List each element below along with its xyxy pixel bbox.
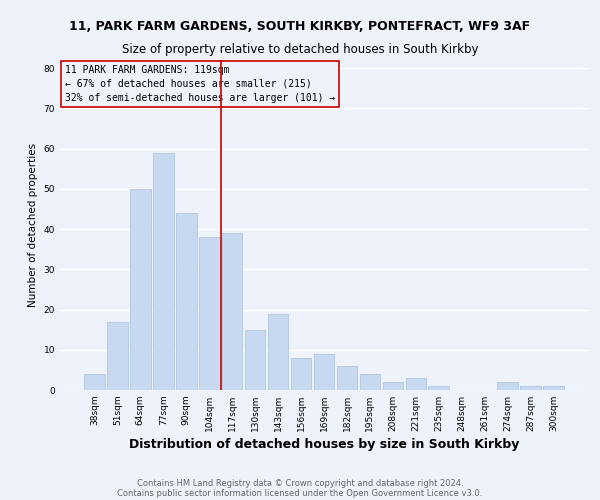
Bar xyxy=(199,237,220,390)
Text: Contains HM Land Registry data © Crown copyright and database right 2024.: Contains HM Land Registry data © Crown c… xyxy=(137,478,463,488)
Text: 11, PARK FARM GARDENS, SOUTH KIRKBY, PONTEFRACT, WF9 3AF: 11, PARK FARM GARDENS, SOUTH KIRKBY, PON… xyxy=(70,20,530,33)
Bar xyxy=(337,366,358,390)
Text: 11 PARK FARM GARDENS: 119sqm
← 67% of detached houses are smaller (215)
32% of s: 11 PARK FARM GARDENS: 119sqm ← 67% of de… xyxy=(65,65,335,103)
Text: Size of property relative to detached houses in South Kirkby: Size of property relative to detached ho… xyxy=(122,42,478,56)
Bar xyxy=(544,386,564,390)
Bar xyxy=(406,378,426,390)
Bar xyxy=(497,382,518,390)
Bar xyxy=(84,374,104,390)
Y-axis label: Number of detached properties: Number of detached properties xyxy=(28,143,38,307)
Bar xyxy=(428,386,449,390)
Bar xyxy=(290,358,311,390)
Bar xyxy=(222,233,242,390)
Bar xyxy=(520,386,541,390)
Bar xyxy=(153,152,173,390)
Bar xyxy=(359,374,380,390)
Bar xyxy=(314,354,334,390)
Bar xyxy=(176,213,197,390)
Bar xyxy=(107,322,128,390)
Bar xyxy=(383,382,403,390)
Bar xyxy=(130,189,151,390)
Bar xyxy=(268,314,289,390)
X-axis label: Distribution of detached houses by size in South Kirkby: Distribution of detached houses by size … xyxy=(129,438,519,451)
Bar xyxy=(245,330,265,390)
Text: Contains public sector information licensed under the Open Government Licence v3: Contains public sector information licen… xyxy=(118,488,482,498)
